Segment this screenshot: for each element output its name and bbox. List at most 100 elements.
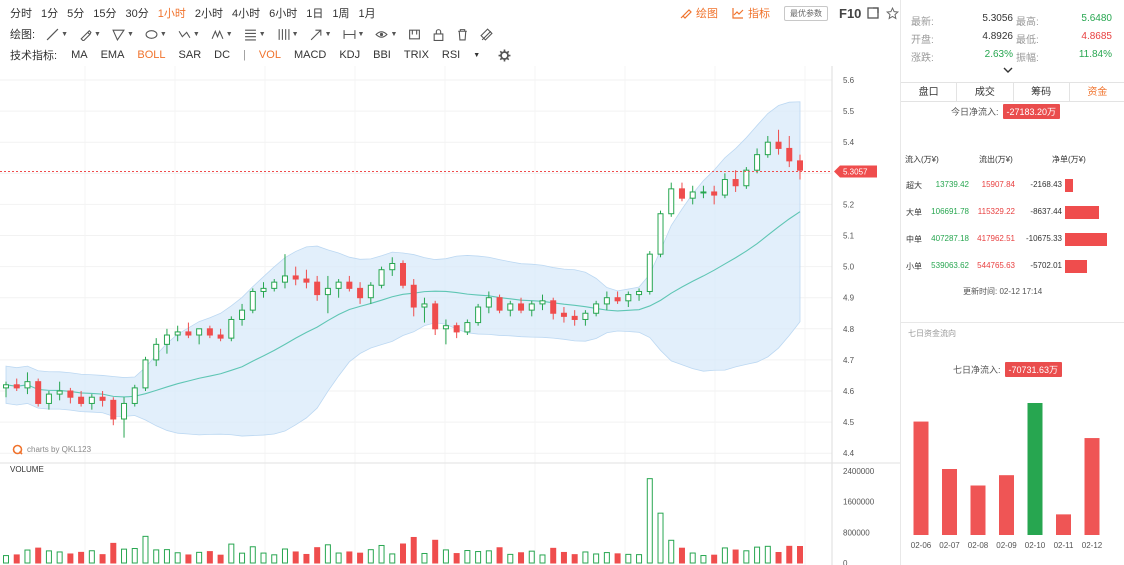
volume-bar (260, 552, 267, 564)
high-value: 5.6480 (1081, 13, 1112, 24)
candle-body (464, 322, 471, 333)
fib-tool[interactable]: ▼ (244, 28, 266, 41)
chevron-down-icon: ▼ (258, 30, 266, 38)
trend-line-tool[interactable]: ▼ (46, 28, 68, 41)
indicator-ma[interactable]: MA (71, 49, 88, 61)
indicator-rsi[interactable]: RSI (441, 49, 461, 61)
indicator-ema[interactable]: EMA (100, 49, 125, 61)
col-net-header: 净单(万¥) (1052, 155, 1086, 164)
volume-bar (56, 551, 63, 564)
indicator-vol[interactable]: VOL (258, 49, 281, 61)
candle-body (582, 312, 589, 320)
tab-0[interactable]: 盘口 (901, 83, 958, 101)
ellipse-tool[interactable]: ▼ (145, 28, 167, 41)
period-tab[interactable]: 1日 (306, 8, 324, 20)
indicator-kdj[interactable]: KDJ (339, 49, 361, 61)
range-icon (343, 29, 355, 39)
path-icon (178, 30, 191, 38)
draw-label: 绘图: (10, 29, 36, 41)
channel-tool[interactable]: ▼ (277, 28, 299, 41)
volume-bar (99, 554, 106, 564)
day-bar (999, 475, 1014, 535)
collapse-chevron-icon[interactable] (1003, 67, 1013, 74)
row-name: 大单 (906, 208, 922, 217)
volume-bar (185, 554, 192, 564)
period-tab[interactable]: 2小时 (194, 8, 223, 20)
eye-tool[interactable]: ▼ (375, 28, 397, 41)
lock-tool[interactable] (432, 28, 445, 41)
volume-bar (324, 544, 331, 564)
period-tab[interactable]: 15分 (93, 8, 117, 20)
delete-tool[interactable] (456, 28, 469, 41)
fullscreen-icon[interactable] (867, 7, 880, 19)
eraser-tool[interactable] (480, 27, 494, 41)
candle-body (593, 303, 600, 314)
star-icon[interactable] (886, 6, 900, 20)
indicator-button-label: 指标 (748, 8, 770, 20)
chevron-down-icon: ▼ (324, 30, 332, 38)
tab-3[interactable]: 资金 (1087, 87, 1108, 98)
chevron-down-icon: ▼ (357, 30, 365, 38)
f10-button[interactable]: F10 (839, 5, 862, 21)
volume-bar (110, 542, 117, 564)
today-net-flow: 今日净流入: -27183.20万 (951, 104, 1061, 119)
indicator-macd[interactable]: MACD (293, 49, 327, 61)
day-bar (1056, 514, 1071, 535)
indicator-trix[interactable]: TRIX (403, 49, 429, 61)
indicator-more-dropdown[interactable]: ▼ (473, 51, 481, 59)
gear-icon[interactable] (498, 49, 511, 62)
volume-bar (518, 552, 525, 564)
amp-value: 11.84% (1078, 49, 1112, 60)
arrow-tool[interactable]: ▼ (310, 28, 332, 41)
period-tab[interactable]: 6小时 (269, 8, 298, 20)
triangle-tool[interactable]: ▼ (112, 28, 134, 41)
pen-tool[interactable]: ▼ (79, 28, 101, 41)
period-tab[interactable]: 1分 (41, 8, 59, 20)
period-tab[interactable]: 5分 (67, 8, 85, 20)
path-tool[interactable]: ▼ (178, 28, 200, 41)
logo-icon (12, 444, 23, 455)
range-tool[interactable]: ▼ (343, 28, 365, 41)
volume-bar (485, 550, 492, 564)
volume-bar (206, 551, 213, 564)
volume-bar (786, 545, 793, 564)
volume-bar (367, 549, 374, 564)
period-tab[interactable]: 4小时 (232, 8, 261, 20)
period-tab[interactable]: 1小时 (157, 8, 186, 20)
update-time: 更新时间: 02-12 17:14 (963, 287, 1043, 296)
magnet-tool[interactable] (408, 28, 421, 41)
indicator-bbi[interactable]: BBI (373, 49, 391, 61)
tab-2[interactable]: 筹码 (1014, 83, 1070, 101)
volume-bar (743, 550, 750, 564)
channel-icon (278, 28, 290, 40)
candle-body (142, 359, 149, 389)
drawing-tools-bar: 绘图: ▼ ▼ ▼ ▼ ▼ ▼ ▼ ▼ ▼ ▼ ▼ (0, 24, 494, 44)
candle-body (24, 381, 31, 389)
candlestick-chart[interactable]: 5.65.55.45.35.25.15.04.94.84.74.64.54.45… (0, 66, 900, 565)
volume-bar (432, 539, 439, 564)
pattern-tool[interactable]: ▼ (211, 28, 233, 41)
indicator-sar[interactable]: SAR (178, 49, 202, 61)
indicator-button[interactable]: 指标 (732, 5, 770, 21)
fund-flow-row: 中单 407287.18 417962.51 -10675.33 (901, 231, 1124, 247)
period-bar: 分时 1分 5分 15分 30分 1小时 2小时 4小时 6小时 1日 1周 1月 (0, 3, 376, 23)
day-label: 02-06 (911, 541, 932, 550)
candle-body (539, 300, 546, 305)
period-tab[interactable]: 1月 (358, 8, 376, 20)
indicator-dc[interactable]: DC (214, 49, 231, 61)
period-tab[interactable]: 30分 (125, 8, 149, 20)
candle-body (711, 191, 718, 196)
tab-1[interactable]: 成交 (957, 83, 1014, 101)
candle-body (528, 303, 535, 311)
volume-bar (678, 547, 685, 564)
drawing-button[interactable]: 绘图 (680, 5, 718, 21)
volume-bar (507, 553, 514, 564)
best-param-button[interactable]: 最优参数 (784, 5, 828, 21)
lock-icon (434, 28, 444, 41)
period-tab[interactable]: 1周 (332, 8, 350, 20)
row-in: 106691.78 (931, 207, 969, 216)
indicator-boll[interactable]: BOLL (137, 49, 166, 61)
candle-body (657, 213, 664, 255)
candle-body (110, 399, 117, 420)
period-tab[interactable]: 分时 (10, 8, 32, 20)
